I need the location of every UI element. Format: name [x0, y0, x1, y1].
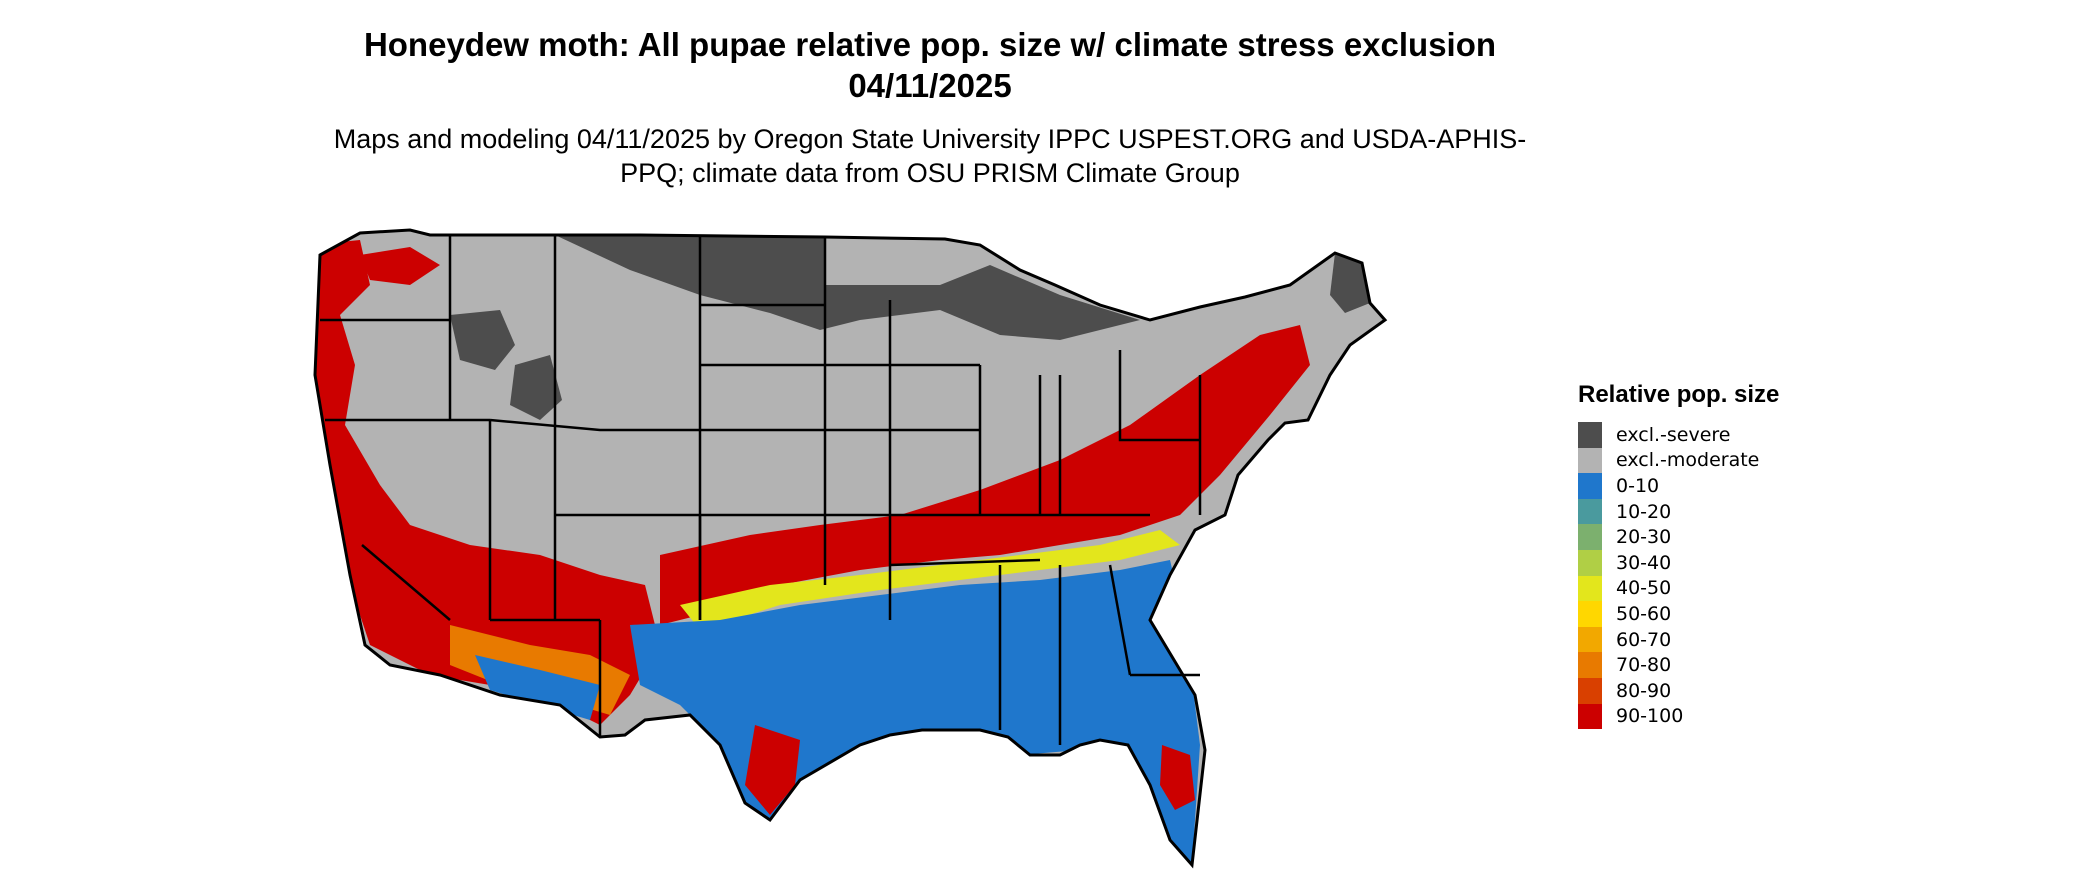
- legend-item: 60-70: [1578, 626, 1898, 653]
- map-legend: Relative pop. size excl.-severe excl.-mod…: [1578, 380, 1898, 730]
- map-subtitle: Maps and modeling 04/11/2025 by Oregon S…: [333, 124, 1527, 188]
- legend-item: excl.-severe: [1578, 422, 1898, 448]
- south-mid-band: [680, 530, 1180, 630]
- legend-item: excl.-moderate: [1578, 447, 1898, 474]
- legend-label: 80-90: [1616, 679, 1672, 702]
- legend-swatch: [1578, 473, 1602, 499]
- legend-swatch: [1578, 703, 1602, 730]
- legend-item: 90-100: [1578, 703, 1898, 730]
- us-map: [300, 225, 1560, 890]
- legend-item: 70-80: [1578, 652, 1898, 678]
- state-borders: [320, 235, 1202, 745]
- legend-swatch: [1578, 601, 1602, 627]
- legend-item: 10-20: [1578, 498, 1898, 525]
- legend-swatch: [1578, 447, 1602, 474]
- arizona-low: [475, 655, 600, 720]
- legend-title: Relative pop. size: [1578, 381, 1780, 408]
- legend-item: 20-30: [1578, 524, 1898, 550]
- legend-item: 40-50: [1578, 575, 1898, 602]
- legend-swatch: [1578, 549, 1602, 576]
- us-outline: [313, 228, 1388, 869]
- northwest-high: [360, 247, 440, 285]
- excl-severe-wyoming: [450, 310, 515, 370]
- legend-label: 10-20: [1616, 500, 1672, 523]
- legend-item: 80-90: [1578, 677, 1898, 704]
- legend-label: 0-10: [1616, 474, 1660, 497]
- legend-label: 90-100: [1616, 705, 1684, 728]
- florida-high: [1160, 745, 1195, 810]
- legend-swatch: [1578, 626, 1602, 653]
- legend-label: 50-60: [1616, 602, 1672, 625]
- legend-swatch: [1578, 677, 1602, 704]
- legend-swatch: [1578, 575, 1602, 602]
- legend-swatch: [1578, 652, 1602, 678]
- legend-label: 70-80: [1616, 654, 1672, 677]
- legend-label: 40-50: [1616, 577, 1672, 600]
- excl-severe-maine: [1330, 253, 1370, 313]
- map-title: Honeydew moth: All pupae relative pop. s…: [363, 26, 1497, 104]
- legend-item: 0-10: [1578, 473, 1898, 499]
- legend-items: excl.-severe excl.-moderate 0-10 10-20 20-30…: [1578, 422, 1898, 730]
- legend-item: 50-60: [1578, 601, 1898, 627]
- south-texas-high: [745, 725, 800, 815]
- legend-label: 30-40: [1616, 551, 1672, 574]
- legend-swatch: [1578, 524, 1602, 550]
- excl-severe-colorado: [510, 355, 562, 420]
- legend-label: 20-30: [1616, 526, 1672, 549]
- legend-swatch: [1578, 498, 1602, 525]
- legend-label: 60-70: [1616, 628, 1672, 651]
- legend-label: excl.-severe: [1616, 423, 1731, 446]
- south-high-band: [660, 325, 1310, 625]
- west-coast-high: [315, 240, 500, 685]
- legend-label: excl.-moderate: [1616, 449, 1760, 472]
- legend-swatch: [1578, 422, 1602, 448]
- legend-item: 30-40: [1578, 549, 1898, 576]
